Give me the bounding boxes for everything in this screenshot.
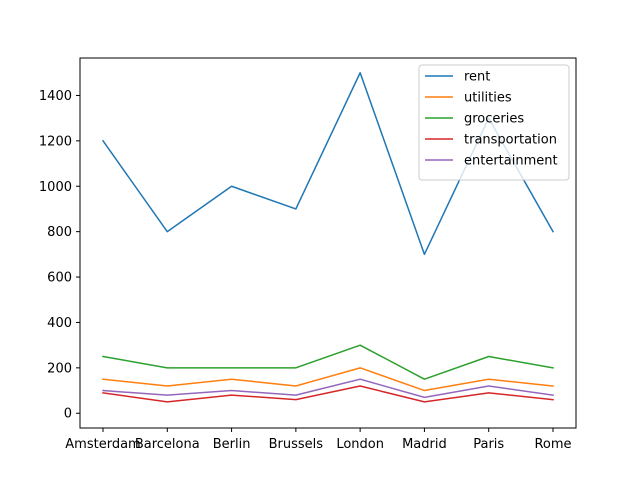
y-tick-label: 200 xyxy=(47,361,72,376)
legend-label-transportation: transportation xyxy=(464,133,557,148)
series-line-transportation xyxy=(102,385,554,403)
legend-label-utilities: utilities xyxy=(464,91,512,106)
y-tick-label: 1400 xyxy=(39,89,72,104)
legend-label-rent: rent xyxy=(464,70,490,85)
x-tick-label: Madrid xyxy=(402,437,447,452)
x-tick-label: Barcelona xyxy=(135,437,200,452)
x-tick-label: Berlin xyxy=(213,437,251,452)
series-line-groceries xyxy=(102,344,554,380)
legend: rent utilities groceries transportation ente… xyxy=(418,64,570,181)
legend-label-groceries: groceries xyxy=(464,112,524,127)
y-tick-label: 600 xyxy=(47,271,72,286)
y-tick-label: 0 xyxy=(64,407,72,422)
y-tick-label: 400 xyxy=(47,316,72,331)
series-line-entertainment xyxy=(102,378,554,399)
legend-box xyxy=(418,64,570,181)
y-axis-ticks: 0 200 400 600 800 1000 1200 1400 xyxy=(39,89,80,422)
series-line-utilities xyxy=(102,367,554,392)
x-tick-label: Rome xyxy=(534,437,571,452)
x-tick-label: Amsterdam xyxy=(65,437,140,452)
x-tick-label: London xyxy=(336,437,384,452)
y-tick-label: 800 xyxy=(47,225,72,240)
plot-frame xyxy=(79,57,577,429)
y-tick-label: 1000 xyxy=(39,180,72,195)
x-tick-label: Paris xyxy=(473,437,504,452)
y-tick-label: 1200 xyxy=(39,134,72,149)
x-tick-label: Brussels xyxy=(269,437,324,452)
legend-label-entertainment: entertainment xyxy=(464,154,558,169)
